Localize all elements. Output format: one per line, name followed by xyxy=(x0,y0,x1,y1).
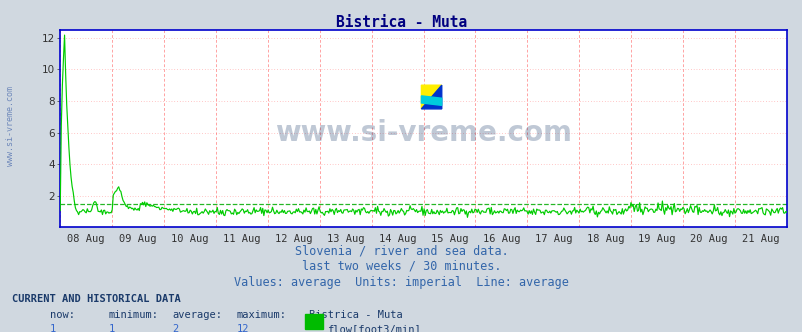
Text: minimum:: minimum: xyxy=(108,310,158,320)
Text: 11 Aug: 11 Aug xyxy=(223,234,261,244)
Text: 15 Aug: 15 Aug xyxy=(430,234,468,244)
Text: Bistrica - Muta: Bistrica - Muta xyxy=(309,310,403,320)
Text: 20 Aug: 20 Aug xyxy=(690,234,727,244)
Polygon shape xyxy=(421,96,441,105)
Text: 18 Aug: 18 Aug xyxy=(585,234,623,244)
Text: 19 Aug: 19 Aug xyxy=(638,234,675,244)
Text: 12: 12 xyxy=(237,324,249,332)
Text: 21 Aug: 21 Aug xyxy=(741,234,779,244)
Text: 1: 1 xyxy=(108,324,115,332)
Text: Bistrica - Muta: Bistrica - Muta xyxy=(335,15,467,30)
Text: Values: average  Units: imperial  Line: average: Values: average Units: imperial Line: av… xyxy=(233,276,569,289)
Text: www.si-vreme.com: www.si-vreme.com xyxy=(275,119,571,147)
Text: 1: 1 xyxy=(50,324,56,332)
Text: 09 Aug: 09 Aug xyxy=(119,234,156,244)
Text: flow[foot3/min]: flow[foot3/min] xyxy=(326,324,420,332)
Text: average:: average: xyxy=(172,310,222,320)
Text: 14 Aug: 14 Aug xyxy=(379,234,416,244)
Text: 16 Aug: 16 Aug xyxy=(482,234,520,244)
Text: 10 Aug: 10 Aug xyxy=(171,234,209,244)
Text: now:: now: xyxy=(50,310,75,320)
Text: www.si-vreme.com: www.si-vreme.com xyxy=(6,86,15,166)
Text: 12 Aug: 12 Aug xyxy=(275,234,312,244)
Text: Slovenia / river and sea data.: Slovenia / river and sea data. xyxy=(294,244,508,257)
Text: 13 Aug: 13 Aug xyxy=(326,234,364,244)
Text: 08 Aug: 08 Aug xyxy=(67,234,105,244)
Text: maximum:: maximum: xyxy=(237,310,286,320)
Text: CURRENT AND HISTORICAL DATA: CURRENT AND HISTORICAL DATA xyxy=(12,294,180,304)
Polygon shape xyxy=(421,85,441,109)
Text: 2: 2 xyxy=(172,324,179,332)
Polygon shape xyxy=(421,85,441,109)
Text: 17 Aug: 17 Aug xyxy=(534,234,571,244)
Text: last two weeks / 30 minutes.: last two weeks / 30 minutes. xyxy=(302,260,500,273)
